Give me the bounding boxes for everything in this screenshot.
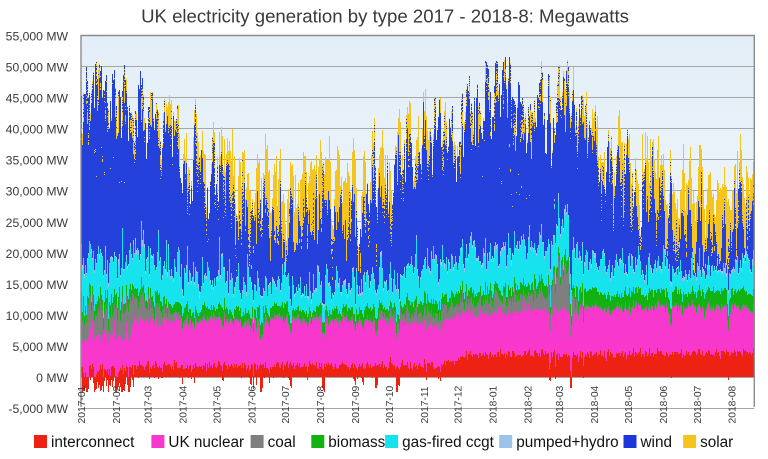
svg-text:0 MW: 0 MW — [36, 371, 68, 385]
svg-text:40,000 MW: 40,000 MW — [6, 123, 69, 137]
svg-text:2018-03: 2018-03 — [555, 385, 566, 423]
svg-text:2017-11: 2017-11 — [420, 386, 431, 423]
svg-text:2017-08: 2017-08 — [316, 385, 327, 423]
svg-text:2018-02: 2018-02 — [524, 385, 535, 423]
svg-text:UK nuclear: UK nuclear — [168, 434, 244, 451]
svg-text:2018-04: 2018-04 — [590, 385, 601, 423]
svg-text:55,000 MW: 55,000 MW — [6, 30, 69, 44]
svg-text:interconnect: interconnect — [51, 434, 135, 451]
svg-text:UK electricity generation by t: UK electricity generation by type 2017 -… — [141, 6, 629, 27]
svg-text:2018-06: 2018-06 — [659, 385, 670, 423]
svg-text:2018-07: 2018-07 — [693, 385, 704, 423]
svg-text:30,000 MW: 30,000 MW — [6, 185, 69, 199]
svg-text:2017-12: 2017-12 — [454, 385, 465, 423]
svg-text:2017-03: 2017-03 — [144, 385, 155, 423]
svg-text:2018-01: 2018-01 — [489, 385, 500, 423]
svg-text:25,000 MW: 25,000 MW — [6, 216, 69, 230]
svg-text:2017-01: 2017-01 — [77, 385, 88, 423]
svg-text:50,000 MW: 50,000 MW — [6, 61, 69, 75]
svg-text:10,000 MW: 10,000 MW — [6, 309, 69, 323]
svg-text:20,000 MW: 20,000 MW — [6, 247, 69, 261]
svg-text:15,000 MW: 15,000 MW — [6, 278, 69, 292]
svg-text:2017-05: 2017-05 — [212, 385, 223, 423]
svg-text:biomass: biomass — [328, 434, 385, 451]
svg-text:2017-10: 2017-10 — [385, 385, 396, 423]
svg-text:solar: solar — [700, 434, 733, 451]
svg-text:2017-07: 2017-07 — [281, 385, 292, 423]
svg-text:2018-08: 2018-08 — [728, 385, 739, 423]
svg-text:gas-fired ccgt: gas-fired ccgt — [402, 434, 495, 451]
svg-text:2018-05: 2018-05 — [624, 385, 635, 423]
svg-text:35,000 MW: 35,000 MW — [6, 154, 69, 168]
svg-text:5,000 MW: 5,000 MW — [12, 340, 68, 354]
svg-text:coal: coal — [268, 434, 296, 451]
svg-text:2017-09: 2017-09 — [351, 385, 362, 423]
svg-text:2017-02: 2017-02 — [112, 385, 123, 423]
svg-text:45,000 MW: 45,000 MW — [6, 92, 69, 106]
svg-text:2017-04: 2017-04 — [179, 385, 190, 423]
svg-text:-5,000 MW: -5,000 MW — [8, 402, 68, 416]
svg-text:pumped+hydro: pumped+hydro — [516, 434, 618, 451]
svg-text:wind: wind — [640, 434, 672, 451]
svg-text:2017-06: 2017-06 — [247, 385, 258, 423]
